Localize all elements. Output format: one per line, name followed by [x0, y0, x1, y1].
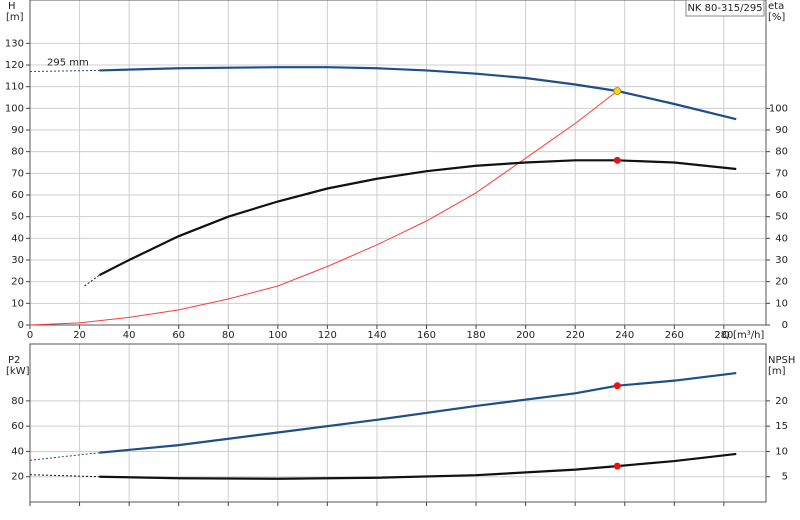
x-tick-label: 160 [417, 330, 436, 341]
x-tick-label: 260 [665, 330, 684, 341]
x-tick-label: 140 [367, 330, 386, 341]
annotation: 295 mm [47, 58, 89, 69]
y2-tick-label: 60 [775, 190, 788, 201]
y-axis-unit: [kW] [6, 366, 30, 377]
x-tick-label: 20 [73, 330, 86, 341]
x-tick-label: 0 [27, 330, 33, 341]
x-tick-label: 40 [123, 330, 136, 341]
y-axis-label: H [8, 1, 16, 12]
y-tick-label: 20 [11, 277, 24, 288]
series-line [99, 371, 737, 454]
y2-tick-label: 20 [775, 396, 788, 407]
y-tick-label: 120 [5, 60, 24, 71]
operating-point [613, 156, 621, 164]
y-axis-label: P2 [8, 355, 20, 366]
y2-tick-label: 80 [775, 147, 788, 158]
y2-tick-label: 0 [782, 320, 788, 331]
series-line [29, 69, 100, 72]
plot-frame [29, 0, 767, 326]
y2-axis-unit: [%] [768, 12, 785, 23]
chart-title: NK 80-315/295 [687, 3, 762, 14]
y-tick-label: 80 [11, 147, 24, 158]
y-tick-label: 40 [11, 446, 24, 457]
y-tick-label: 40 [11, 233, 24, 244]
y-tick-label: 20 [11, 472, 24, 483]
x-tick-label: 180 [467, 330, 486, 341]
plot-area [30, 0, 766, 325]
operating-point [613, 462, 621, 470]
y-tick-label: 30 [11, 255, 24, 266]
x-tick-label: 60 [172, 330, 185, 341]
y-tick-label: 50 [11, 212, 24, 223]
y2-tick-label: 5 [782, 472, 788, 483]
y-tick-label: 10 [11, 298, 24, 309]
y-tick-label: 130 [5, 38, 24, 49]
y2-axis-label: eta [768, 1, 784, 12]
y-tick-label: 80 [11, 396, 24, 407]
series-line [29, 90, 618, 326]
y-tick-label: 0 [18, 320, 24, 331]
y-tick-label: 100 [5, 103, 24, 114]
y2-tick-label: 70 [775, 168, 788, 179]
x-tick-label: 240 [615, 330, 634, 341]
y-tick-label: 70 [11, 168, 24, 179]
y-tick-label: 60 [11, 190, 24, 201]
x-tick-label: 120 [318, 330, 337, 341]
y-tick-label: 60 [11, 421, 24, 432]
y2-tick-label: 50 [775, 212, 788, 223]
x-axis-label: Q [m³/h] [722, 330, 764, 341]
y2-axis-label: NPSH [768, 355, 795, 366]
x-tick-label: 220 [566, 330, 585, 341]
series-line [98, 159, 737, 277]
x-tick-label: 100 [268, 330, 287, 341]
y2-tick-label: 90 [775, 125, 788, 136]
y2-tick-label: 10 [775, 298, 788, 309]
y2-axis-unit: [m] [768, 366, 786, 377]
x-tick-label: 280 [714, 330, 733, 341]
x-tick-label: 200 [516, 330, 535, 341]
title-box [685, 0, 765, 17]
operating-point [613, 382, 621, 390]
plot-area [30, 344, 766, 502]
y2-tick-label: 10 [775, 446, 788, 457]
y2-tick-label: 20 [775, 277, 788, 288]
y-axis-unit: [m] [6, 12, 24, 23]
series-line [99, 452, 737, 480]
y2-tick-label: 40 [775, 233, 788, 244]
y-tick-label: 110 [5, 82, 24, 93]
y2-tick-label: 100 [769, 103, 788, 114]
series-line [84, 274, 100, 287]
plot-frame [29, 343, 767, 503]
y2-tick-label: 15 [775, 421, 788, 432]
y2-tick-label: 30 [775, 255, 788, 266]
series-line [99, 66, 737, 121]
series-line [29, 474, 100, 478]
y-tick-label: 90 [11, 125, 24, 136]
x-tick-label: 80 [222, 330, 235, 341]
operating-point [613, 87, 622, 95]
